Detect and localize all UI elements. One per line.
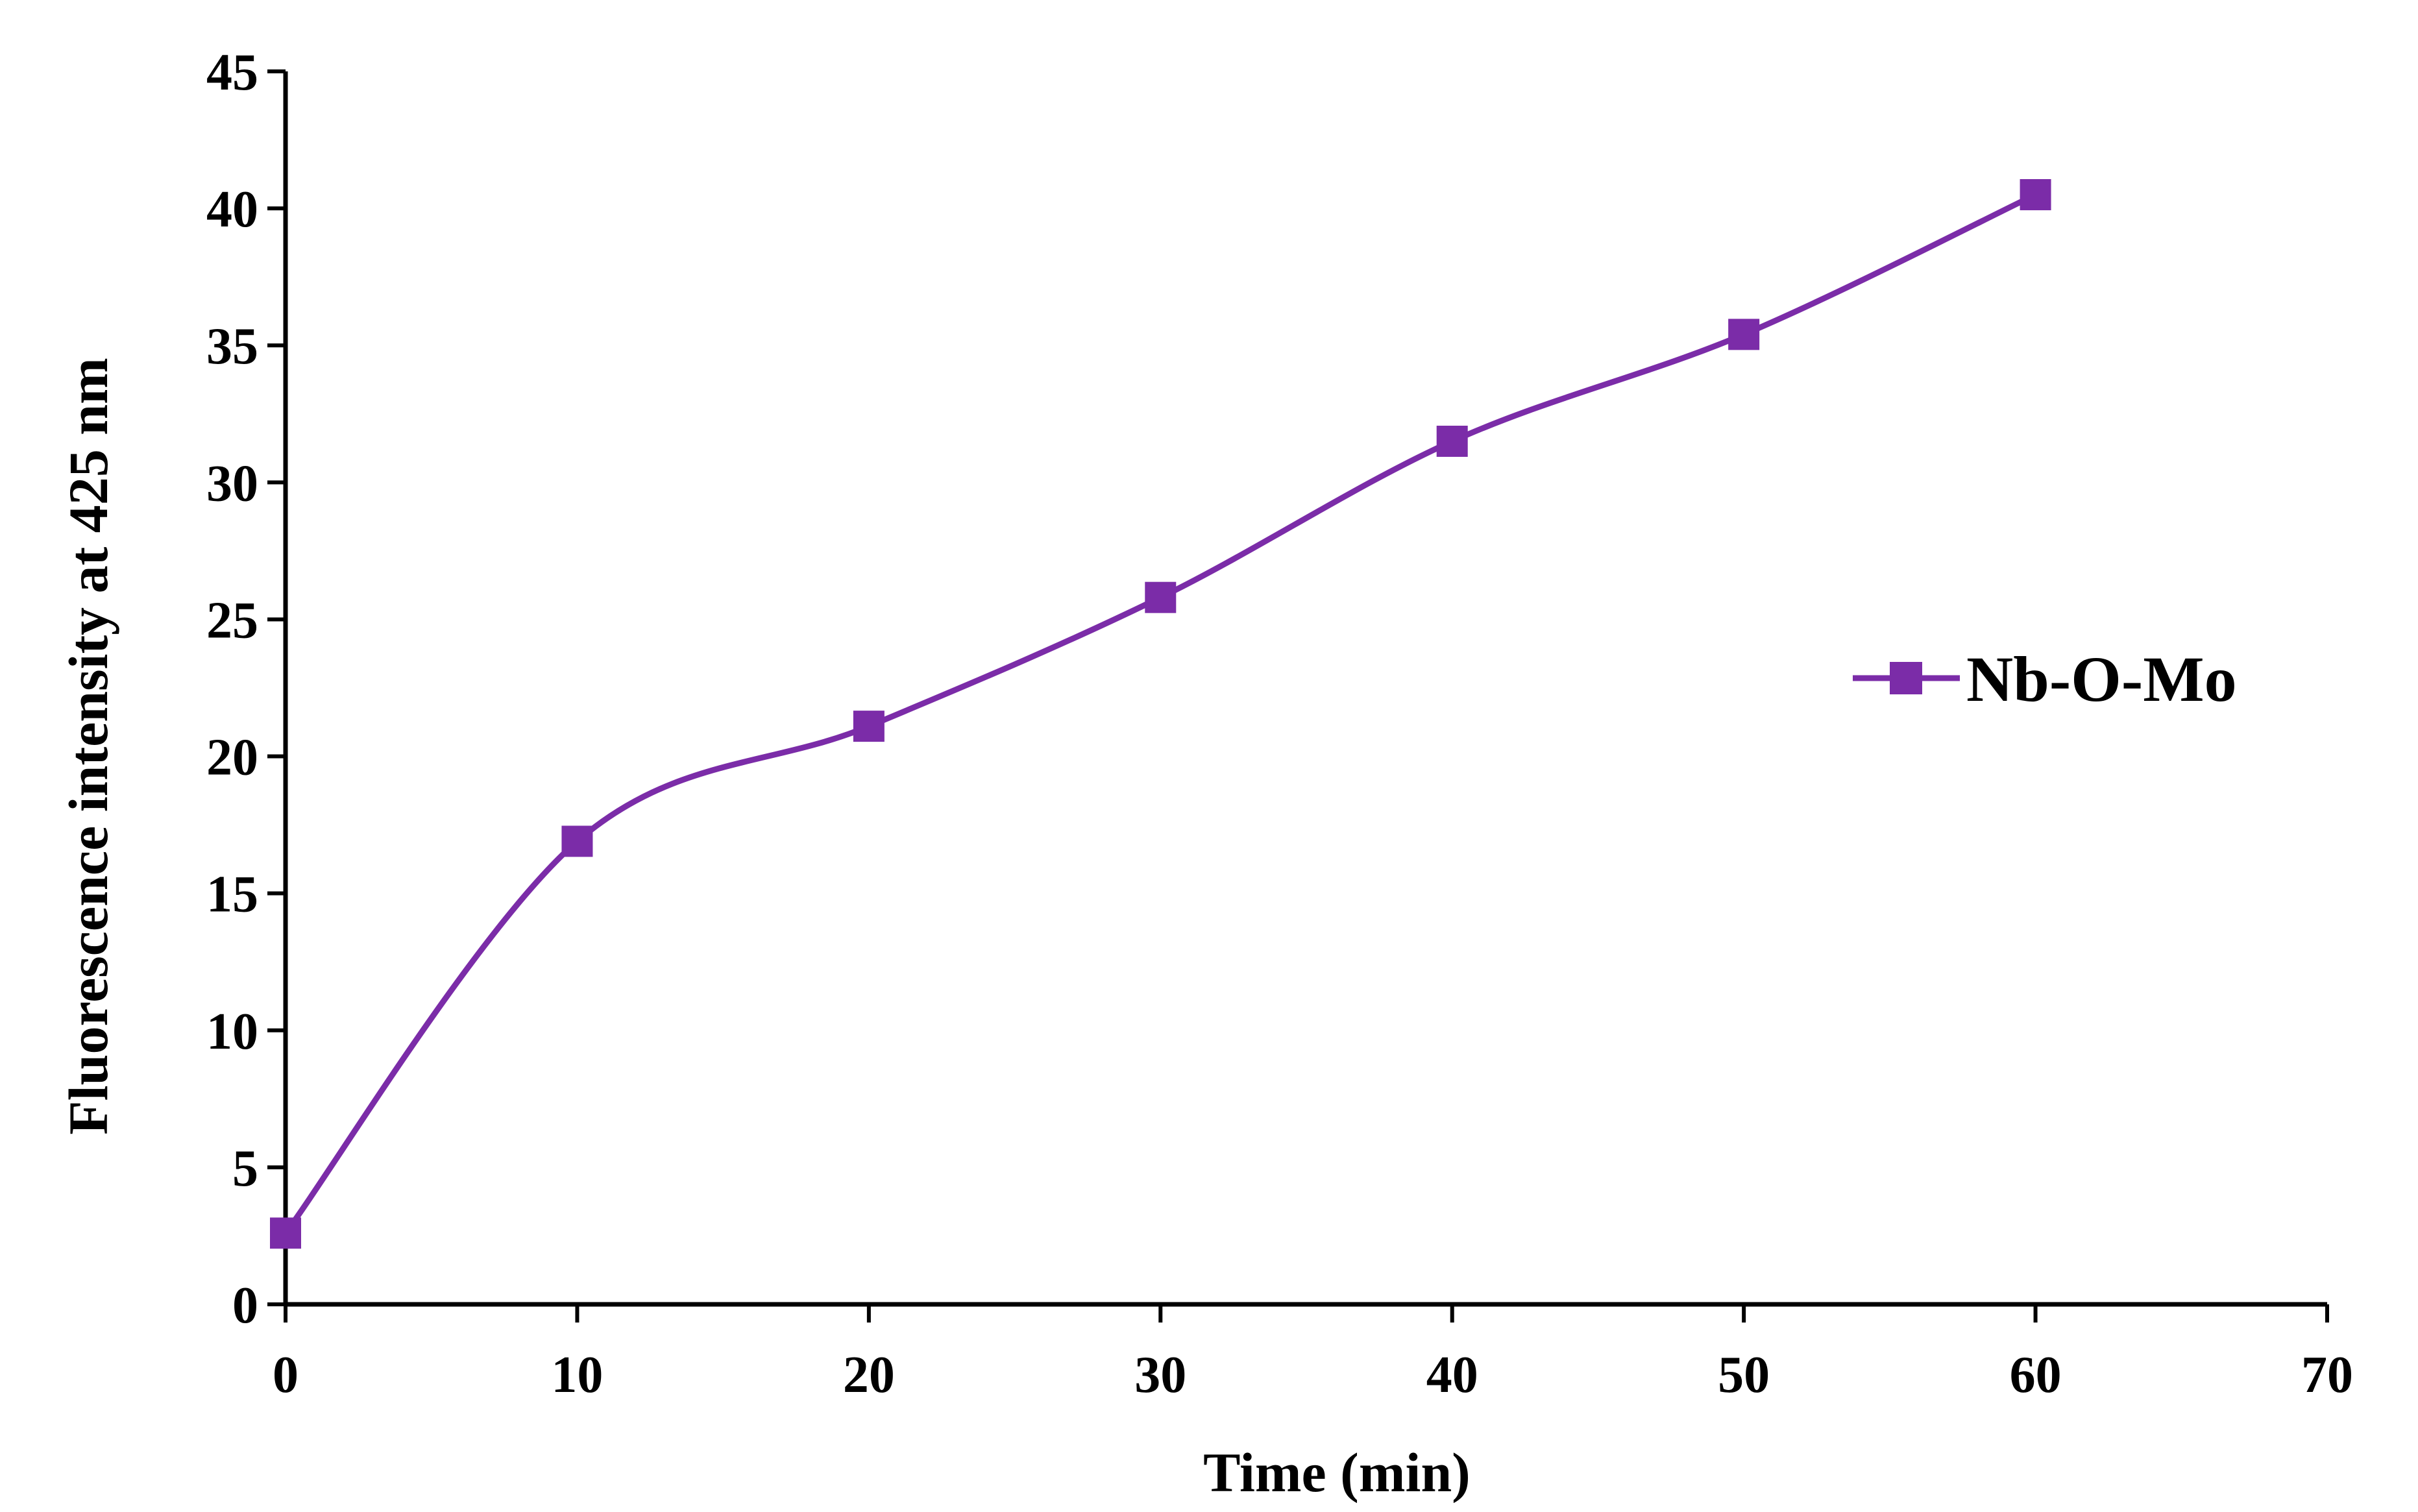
- data-point: [1145, 581, 1177, 613]
- y-tick-label: 15: [206, 866, 258, 923]
- y-axis: 0 5 10 15 20 25 30 35 40 45: [206, 44, 288, 1334]
- y-tick-label: 30: [206, 455, 258, 512]
- legend: Nb-O-Mo: [1853, 643, 2237, 715]
- y-axis-title: Fluorescence intensity at 425 nm: [57, 358, 119, 1135]
- data-point: [561, 825, 593, 857]
- series-layer: [270, 179, 2051, 1249]
- legend-label: Nb-O-Mo: [1966, 643, 2237, 715]
- data-point: [853, 711, 885, 742]
- x-tick-label: 50: [1718, 1347, 1770, 1404]
- y-tick-label: 5: [232, 1140, 258, 1197]
- data-point: [1728, 319, 1760, 350]
- data-point: [2020, 179, 2051, 210]
- legend-marker: [1890, 662, 1922, 694]
- x-tick-label: 70: [2301, 1347, 2353, 1404]
- x-tick-label: 0: [273, 1347, 299, 1404]
- x-axis: 0 10 20 30 40 50 60 70: [273, 1302, 2353, 1404]
- y-tick-label: 40: [206, 181, 258, 238]
- y-tick-label: 45: [206, 44, 258, 101]
- y-tick-label: 25: [206, 592, 258, 649]
- x-tick-label: 20: [843, 1347, 895, 1404]
- x-tick-label: 30: [1134, 1347, 1186, 1404]
- x-tick-label: 60: [2010, 1347, 2062, 1404]
- x-axis-title: Time (min): [1203, 1441, 1471, 1504]
- y-tick-label: 10: [206, 1003, 258, 1060]
- y-tick-label: 35: [206, 318, 258, 375]
- y-tick-label: 20: [206, 729, 258, 786]
- x-tick-label: 40: [1426, 1347, 1478, 1404]
- x-tick-label: 10: [551, 1347, 603, 1404]
- y-tick-label: 0: [232, 1277, 258, 1334]
- data-point: [1436, 426, 1468, 457]
- data-point: [270, 1217, 301, 1249]
